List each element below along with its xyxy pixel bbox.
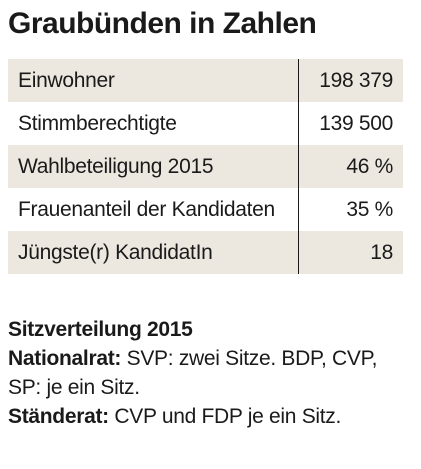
table-row-einwohner: Einwohner 198 379 bbox=[8, 59, 403, 102]
table-row-frauenanteil: Frauenanteil der Kandidaten 35 % bbox=[8, 188, 403, 231]
stats-table: Einwohner 198 379 Stimmberechtigte 139 5… bbox=[8, 59, 403, 274]
stat-label: Stimmberechtigte bbox=[18, 112, 177, 135]
table-row-stimmberechtigte: Stimmberechtigte 139 500 bbox=[8, 102, 403, 145]
stat-label: Einwohner bbox=[8, 59, 298, 102]
nationalrat-line: Nationalrat: SVP: zwei Sitze. BDP, CVP, … bbox=[8, 344, 413, 402]
staenderat-text: CVP und FDP je ein Sitz. bbox=[108, 405, 342, 428]
staenderat-line: Ständerat: CVP und FDP je ein Sitz. bbox=[8, 402, 413, 431]
seat-distribution-heading: Sitzverteilung 2015 bbox=[8, 318, 193, 341]
staenderat-label: Ständerat: bbox=[8, 405, 109, 428]
stat-value: 139 500 bbox=[297, 102, 403, 145]
stat-value: 198 379 bbox=[297, 59, 403, 102]
stat-label: Jüngste(r) KandidatIn bbox=[8, 231, 298, 274]
seat-distribution: Sitzverteilung 2015 Nationalrat: SVP: zw… bbox=[8, 315, 413, 431]
stat-value: 46 % bbox=[297, 145, 403, 188]
page-title: Graubünden in Zahlen bbox=[8, 7, 317, 40]
stat-label: Frauenanteil der Kandidaten bbox=[18, 198, 275, 221]
table-row-wahlbeteiligung: Wahlbeteiligung 2015 46 % bbox=[8, 145, 403, 188]
nationalrat-label: Nationalrat: bbox=[8, 347, 122, 370]
table-row-juengste: Jüngste(r) KandidatIn 18 bbox=[8, 231, 403, 274]
stat-value: 18 bbox=[297, 231, 403, 274]
stat-value: 35 % bbox=[297, 188, 403, 231]
stat-label: Wahlbeteiligung 2015 bbox=[8, 145, 298, 188]
nationalrat-text: SVP: zwei Sitze. BDP, CVP, SP: je ein Si… bbox=[8, 347, 378, 399]
